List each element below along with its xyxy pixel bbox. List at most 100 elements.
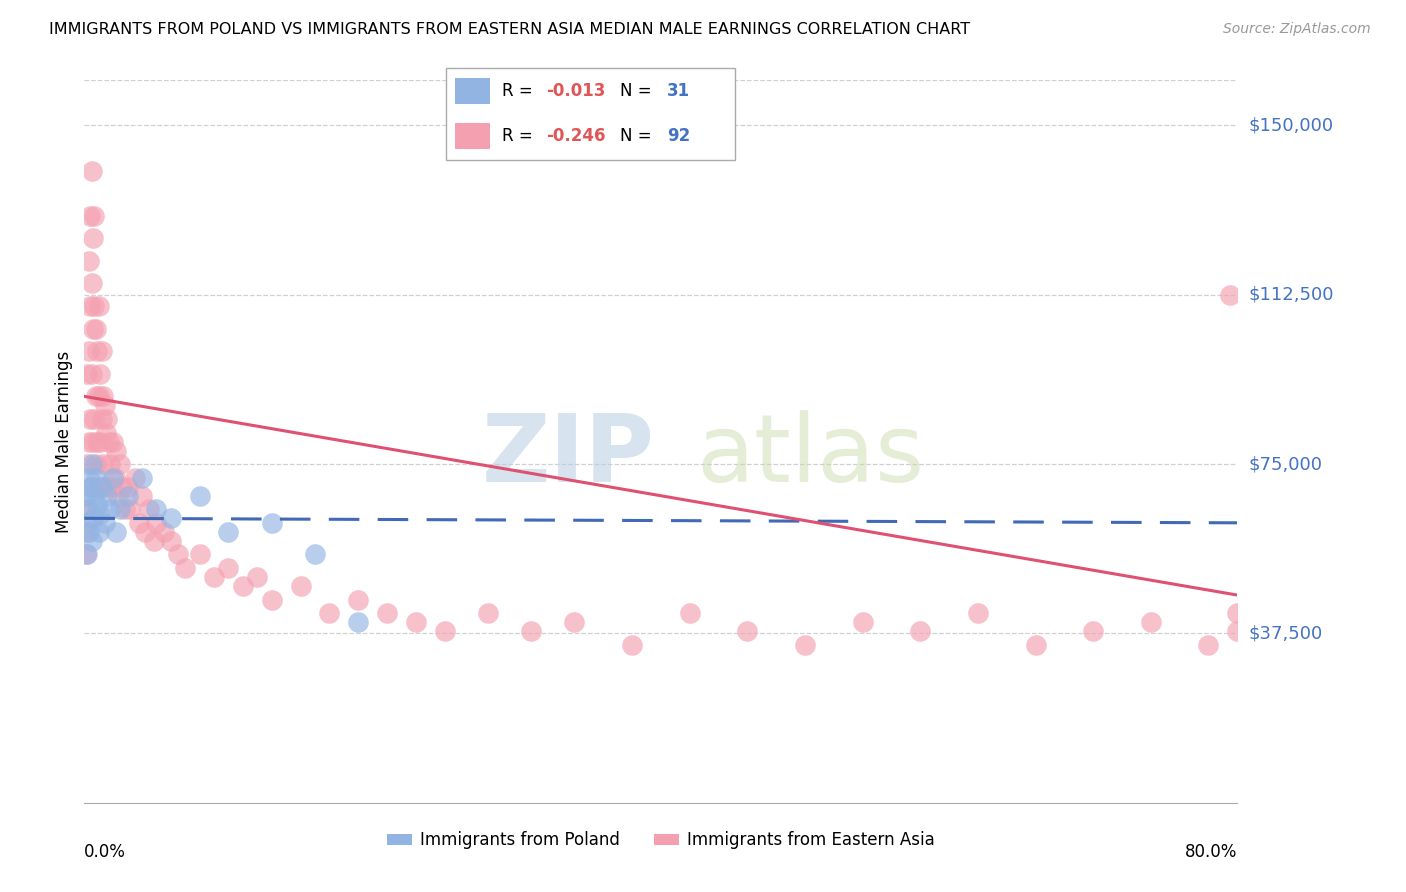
- Point: [79, 480, 101, 494]
- Point: [131, 470, 153, 484]
- Point: [967, 606, 990, 620]
- Point: [128, 516, 150, 530]
- Point: [83, 489, 105, 503]
- Point: [77, 470, 100, 484]
- Point: [477, 606, 499, 620]
- Point: [104, 470, 127, 484]
- Point: [84, 470, 107, 484]
- Point: [347, 592, 370, 607]
- Point: [111, 480, 134, 494]
- Point: [679, 606, 702, 620]
- Point: [79, 299, 101, 313]
- Point: [93, 516, 115, 530]
- Point: [910, 624, 932, 639]
- Point: [87, 299, 110, 313]
- Point: [82, 511, 104, 525]
- Point: [188, 548, 211, 562]
- Point: [260, 516, 283, 530]
- Point: [75, 516, 97, 530]
- Point: [188, 489, 211, 503]
- Point: [145, 516, 167, 530]
- Point: [564, 615, 586, 630]
- Point: [103, 434, 124, 449]
- Point: [218, 561, 240, 575]
- Point: [152, 524, 174, 539]
- Bar: [454, 78, 491, 104]
- Point: [89, 434, 111, 449]
- Bar: [454, 123, 491, 149]
- Point: [87, 524, 110, 539]
- Point: [94, 480, 117, 494]
- Point: [76, 457, 98, 471]
- Point: [87, 480, 110, 494]
- Text: $75,000: $75,000: [1249, 455, 1323, 473]
- Point: [124, 470, 146, 484]
- Point: [107, 489, 129, 503]
- Point: [83, 209, 105, 223]
- Point: [117, 489, 139, 503]
- Point: [89, 367, 111, 381]
- Point: [1140, 615, 1163, 630]
- Point: [142, 533, 165, 548]
- Point: [1226, 606, 1249, 620]
- Point: [290, 579, 312, 593]
- Point: [76, 548, 98, 562]
- Text: atlas: atlas: [696, 410, 925, 502]
- Point: [77, 524, 100, 539]
- Point: [375, 606, 398, 620]
- Point: [100, 480, 122, 494]
- Text: N =: N =: [620, 128, 657, 145]
- Point: [96, 412, 118, 426]
- Point: [218, 524, 240, 539]
- Point: [160, 511, 183, 525]
- Point: [94, 425, 117, 440]
- Text: IMMIGRANTS FROM POLAND VS IMMIGRANTS FROM EASTERN ASIA MEDIAN MALE EARNINGS CORR: IMMIGRANTS FROM POLAND VS IMMIGRANTS FRO…: [49, 22, 970, 37]
- Point: [90, 480, 112, 494]
- Text: Source: ZipAtlas.com: Source: ZipAtlas.com: [1223, 22, 1371, 37]
- Point: [110, 457, 132, 471]
- Point: [134, 524, 156, 539]
- Point: [91, 389, 114, 403]
- Text: N =: N =: [620, 82, 657, 100]
- Point: [105, 524, 128, 539]
- Point: [105, 443, 128, 458]
- Point: [90, 412, 112, 426]
- Point: [98, 457, 121, 471]
- FancyBboxPatch shape: [446, 68, 735, 160]
- Point: [79, 209, 101, 223]
- Y-axis label: Median Male Earnings: Median Male Earnings: [55, 351, 73, 533]
- Point: [520, 624, 543, 639]
- Point: [86, 434, 108, 449]
- Point: [80, 367, 103, 381]
- Point: [87, 389, 110, 403]
- Point: [84, 389, 107, 403]
- Point: [1025, 638, 1047, 652]
- Point: [80, 533, 103, 548]
- Text: ZIP: ZIP: [482, 410, 655, 502]
- Text: -0.246: -0.246: [546, 128, 606, 145]
- Point: [77, 253, 100, 268]
- Point: [304, 548, 326, 562]
- Point: [90, 344, 112, 359]
- Point: [1219, 287, 1241, 301]
- Point: [98, 502, 121, 516]
- Point: [794, 638, 817, 652]
- Point: [80, 277, 103, 291]
- Point: [89, 507, 111, 521]
- Point: [260, 592, 283, 607]
- Point: [117, 480, 139, 494]
- Text: $112,500: $112,500: [1249, 285, 1334, 304]
- Point: [84, 457, 107, 471]
- Point: [79, 412, 101, 426]
- Point: [232, 579, 254, 593]
- Point: [80, 457, 103, 471]
- Text: R =: R =: [502, 82, 538, 100]
- Text: $37,500: $37,500: [1249, 624, 1323, 642]
- Point: [120, 502, 142, 516]
- Point: [83, 299, 105, 313]
- Point: [77, 344, 100, 359]
- Point: [1083, 624, 1105, 639]
- Point: [174, 561, 197, 575]
- Text: 92: 92: [668, 128, 690, 145]
- Text: 31: 31: [668, 82, 690, 100]
